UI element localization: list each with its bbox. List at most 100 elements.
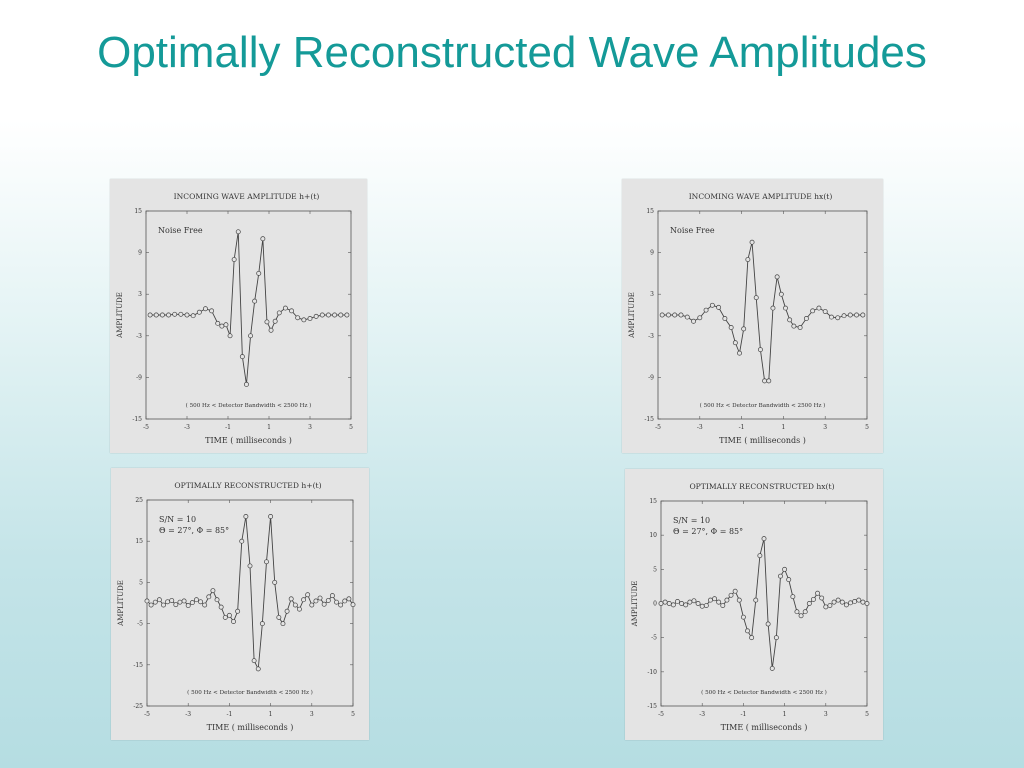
x-tick-label: 5 [865,711,869,718]
plot-frame [145,210,352,420]
x-tick-label: -3 [697,424,703,431]
data-point [843,602,849,608]
data-point [662,599,668,605]
data-point [749,635,755,641]
y-tick-label: 5 [653,566,657,573]
x-axis-label: TIME ( milliseconds ) [721,723,808,732]
data-point [666,601,672,606]
data-point [189,600,195,606]
data-point [783,305,788,311]
data-point [762,378,768,384]
data-point [239,538,245,544]
data-point [774,274,780,280]
annotation-text: Noise Free [670,226,715,235]
data-point [334,599,339,605]
y-axis-label: AMPLITUDE [117,580,125,627]
data-point [346,596,352,602]
annotation-text: Θ = 27°, Φ = 85° [673,527,743,536]
data-point [295,315,301,321]
chart-svg: OPTIMALLY RECONSTRUCTED hx(t) -5 -3 -1 1 3 5 15… [631,482,870,732]
data-point [209,308,215,314]
data-point [288,596,294,602]
data-point [148,602,154,608]
data-point [172,311,178,317]
data-point [856,597,862,603]
bandwidth-note: ( 500 Hz < Detector Bandwidth < 2500 Hz … [187,689,313,696]
data-point [276,614,282,620]
data-point [695,601,701,606]
data-point [823,604,829,610]
data-point [787,317,793,323]
x-tick-label: 3 [310,711,314,718]
data-point [761,536,767,542]
y-tick-label: 10 [649,532,657,539]
data-point [235,229,241,235]
data-point [219,323,225,329]
bandwidth-note: ( 500 Hz < Detector Bandwidth < 2500 Hz … [701,689,827,696]
data-point [703,603,709,608]
data-point [860,599,866,605]
data-point [728,592,734,598]
data-point [658,601,664,606]
data-point [829,314,834,320]
data-point [736,597,742,603]
data-point [679,601,685,606]
data-point [691,598,697,604]
data-point [672,312,678,318]
data-point [338,312,344,318]
data-point [178,311,184,317]
data-point [697,315,703,321]
x-tick-label: 1 [781,424,785,431]
y-tick-label: 9 [650,250,654,257]
data-point [255,666,261,672]
y-tick-label: 3 [138,291,142,298]
data-point [166,312,172,318]
x-tick-label: 5 [351,711,355,718]
x-tick-label: -1 [225,424,231,431]
data-point [864,601,870,606]
data-point [301,597,307,603]
data-point [848,600,853,606]
chart-title: INCOMING WAVE AMPLITUDE h+(t) [174,192,320,201]
y-tick-label: -25 [133,703,143,710]
annotation-text: S/N = 10 [673,516,710,525]
x-tick-label: -5 [143,424,149,431]
data-point [190,313,196,319]
data-point [198,599,204,605]
data-point [819,595,825,601]
data-point [827,603,833,608]
y-tick-label: -3 [136,333,142,340]
data-point [806,601,812,606]
data-point [810,596,816,602]
data-point [794,609,800,615]
data-point [737,350,742,356]
data-point [778,291,784,297]
data-point [251,658,257,664]
data-point [786,577,792,583]
data-point [296,606,302,612]
data-point [313,313,319,319]
data-point [745,257,751,262]
data-point [231,257,237,262]
data-point [860,312,866,318]
x-tick-label: 1 [269,711,273,718]
y-tick-label: 25 [135,497,143,504]
y-axis-label: AMPLITUDE [628,292,636,339]
data-point [196,309,202,315]
data-point [161,602,166,608]
data-point [683,602,689,608]
data-point [177,599,183,605]
data-point [284,608,290,614]
data-point [259,621,265,627]
data-point [292,602,298,608]
y-tick-label: -3 [648,333,654,340]
y-tick-label: 9 [138,250,142,257]
x-axis-label: TIME ( milliseconds ) [719,436,806,445]
data-point [745,628,750,634]
data-point [852,598,858,604]
data-point [218,604,224,610]
data-point [670,602,676,608]
x-tick-label: 1 [267,424,271,431]
data-point [231,619,236,624]
data-point [815,590,821,596]
